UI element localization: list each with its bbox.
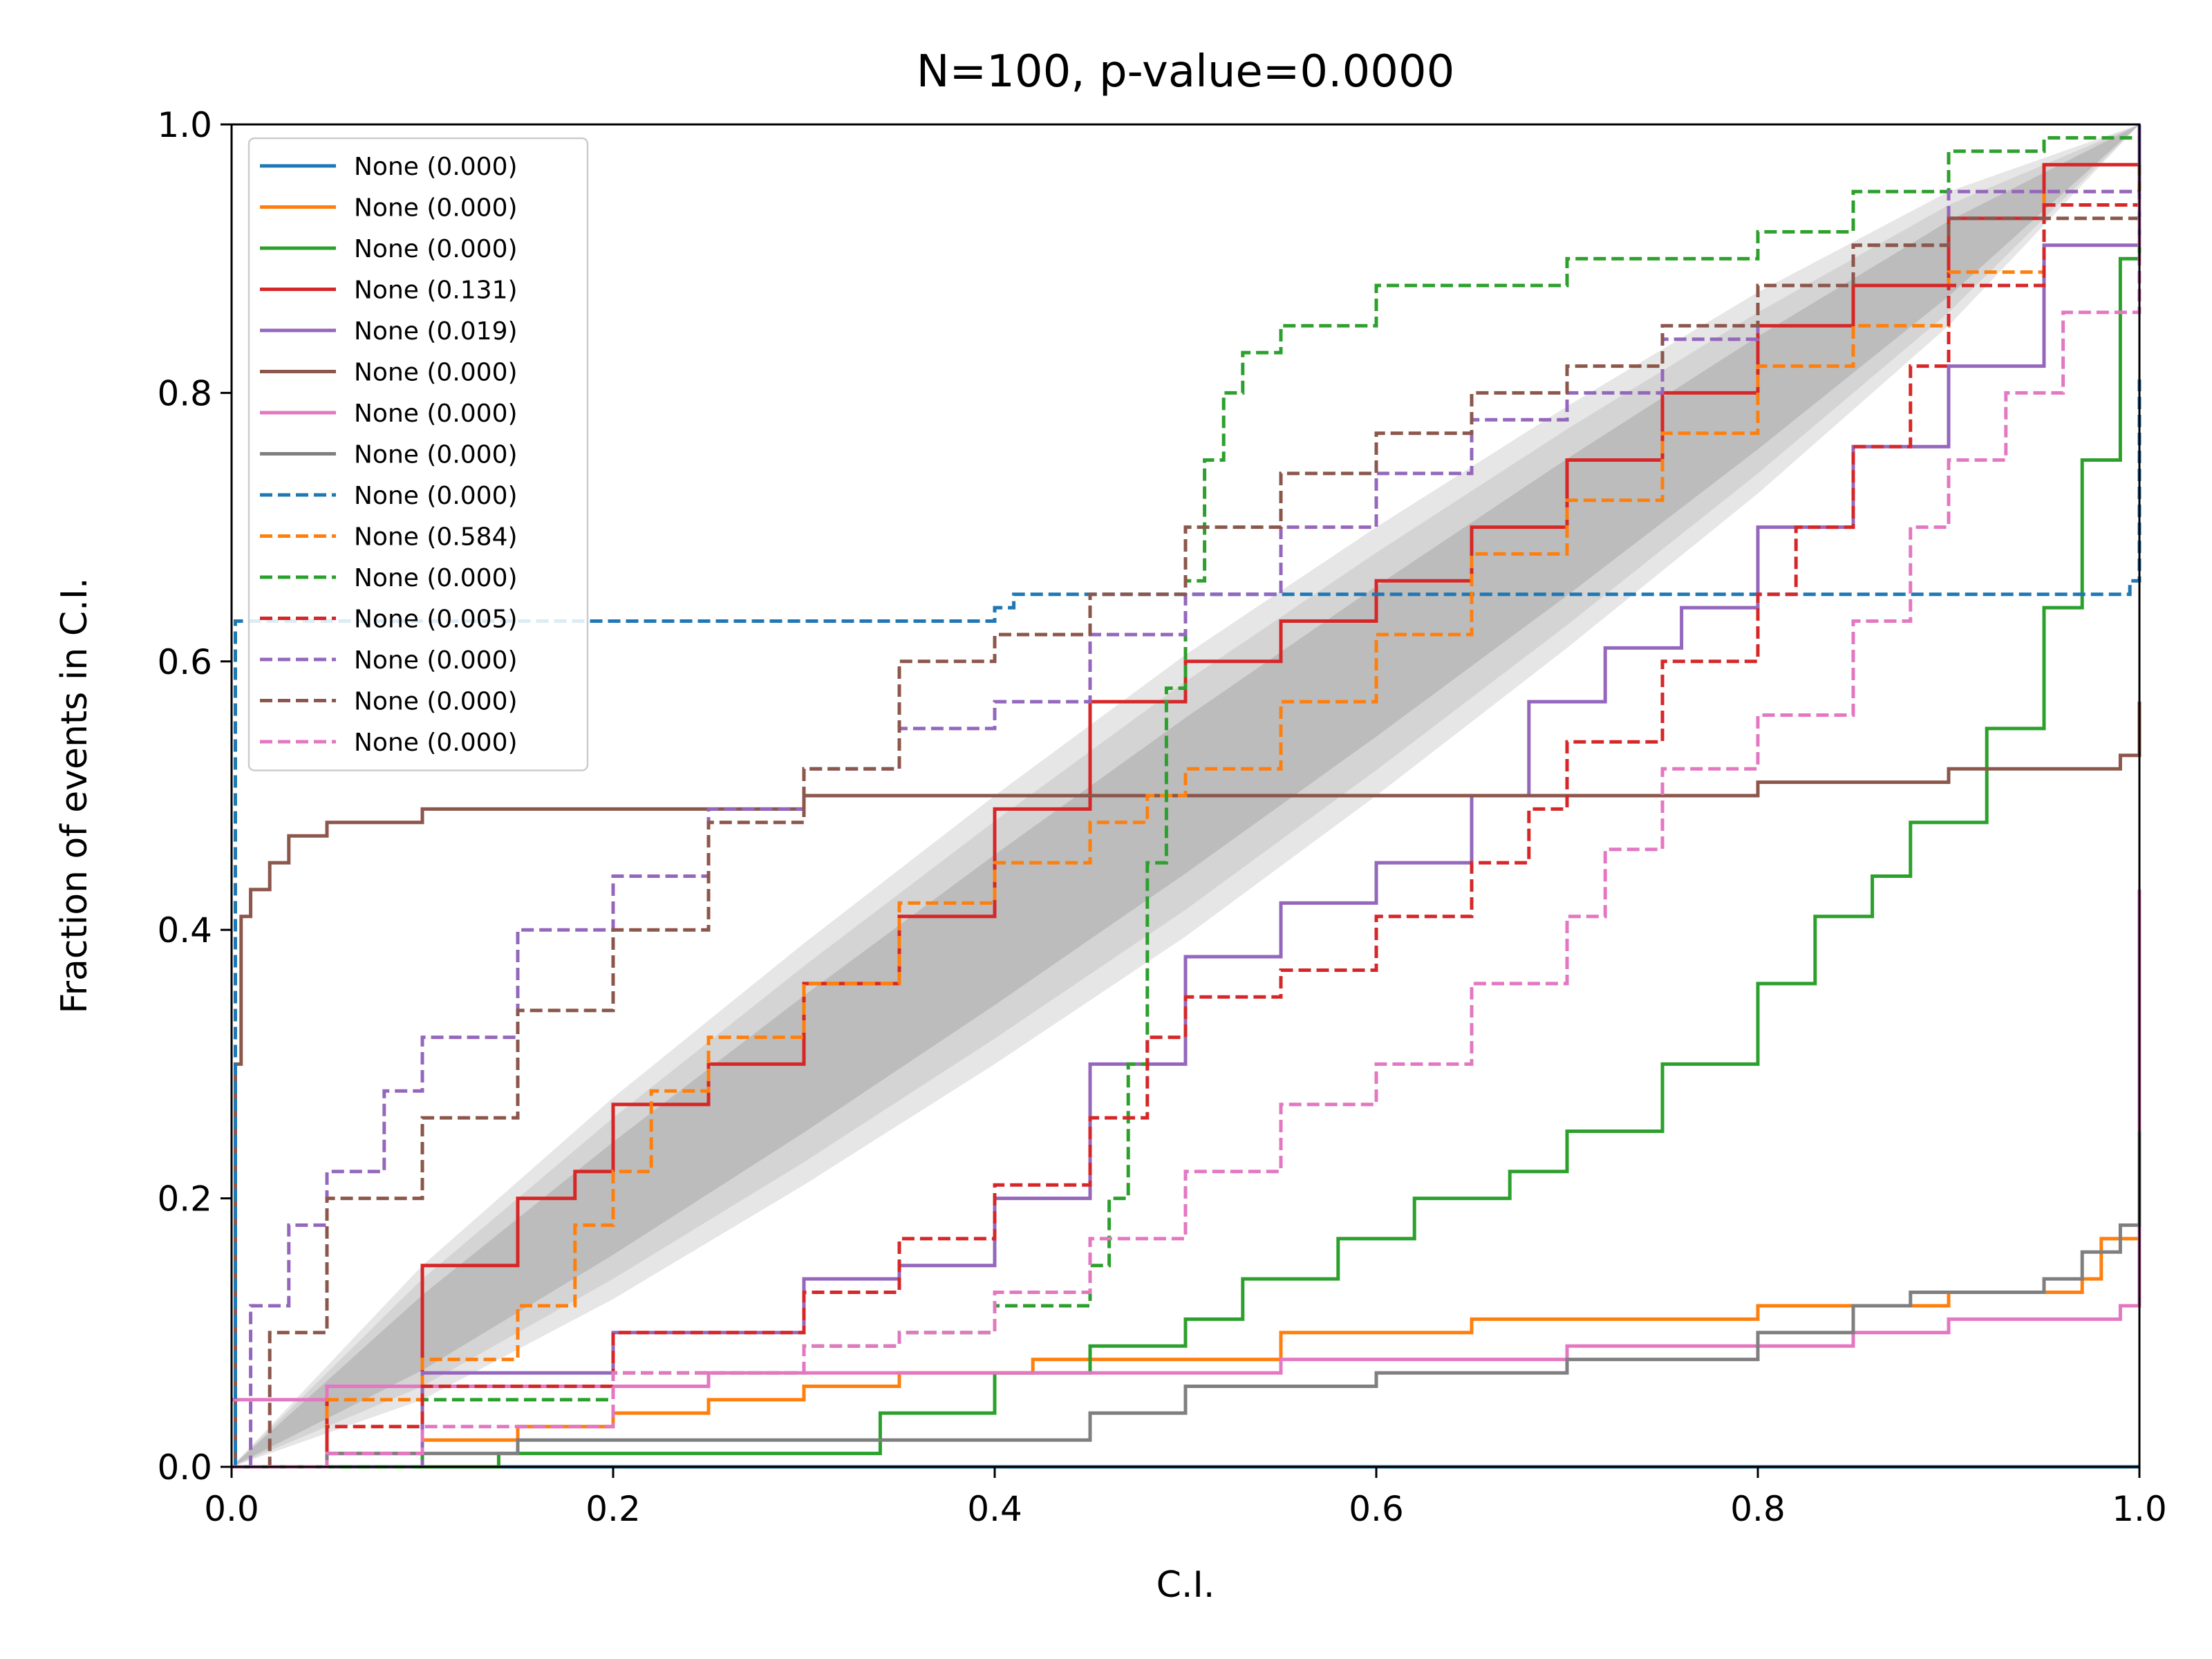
series-line-12 bbox=[232, 124, 2141, 1469]
legend-label: None (0.584) bbox=[354, 523, 518, 552]
series-line-4 bbox=[232, 124, 2141, 1469]
x-tick-label: 0.8 bbox=[1730, 1489, 1785, 1529]
x-tick-label: 1.0 bbox=[2112, 1489, 2167, 1529]
x-tick-label: 0.2 bbox=[585, 1489, 641, 1529]
y-axis-label: Fraction of events in C.I. bbox=[54, 577, 95, 1013]
legend-label: None (0.000) bbox=[354, 564, 518, 592]
y-axis-ticks: 0.0 0.2 0.4 0.6 0.8 1.0 bbox=[157, 105, 232, 1488]
legend: None (0.000) None (0.000) None (0.000) None… bbox=[247, 137, 589, 771]
legend-box bbox=[247, 137, 589, 771]
plot-frame bbox=[230, 123, 2141, 1468]
legend-label: None (0.131) bbox=[354, 276, 518, 305]
y-tick-label: 0.6 bbox=[157, 642, 212, 682]
series-lines bbox=[232, 124, 2141, 1469]
legend-label: None (0.000) bbox=[354, 729, 518, 757]
legend-label: None (0.000) bbox=[354, 441, 518, 469]
legend-label: None (0.005) bbox=[354, 606, 518, 634]
series-line-7 bbox=[232, 1131, 2141, 1469]
legend-label: None (0.019) bbox=[354, 317, 518, 346]
y-tick-label: 0.8 bbox=[157, 373, 212, 413]
x-tick-label: 0.0 bbox=[204, 1489, 259, 1529]
legend-label: None (0.000) bbox=[354, 688, 518, 716]
series-line-9 bbox=[232, 124, 2141, 1469]
legend-label: None (0.000) bbox=[354, 194, 518, 223]
y-tick-label: 0.2 bbox=[157, 1179, 212, 1219]
legend-label: None (0.000) bbox=[354, 153, 518, 181]
series-line-11 bbox=[232, 124, 2141, 1469]
legend-label: None (0.000) bbox=[354, 482, 518, 510]
x-axis-label: C.I. bbox=[1156, 1564, 1215, 1606]
series-line-14 bbox=[232, 191, 2141, 1469]
x-axis-ticks: 0.0 0.2 0.4 0.6 0.8 1.0 bbox=[204, 1467, 2167, 1529]
y-tick-label: 0.4 bbox=[157, 910, 212, 950]
legend-label: None (0.000) bbox=[354, 400, 518, 428]
legend-label: None (0.000) bbox=[354, 359, 518, 387]
chart-title: N=100, p-value=0.0000 bbox=[917, 46, 1455, 97]
series-line-3 bbox=[232, 124, 2141, 1469]
y-tick-label: 1.0 bbox=[157, 105, 212, 145]
series-line-13 bbox=[232, 165, 2141, 1469]
x-tick-label: 0.4 bbox=[967, 1489, 1022, 1529]
legend-label: None (0.000) bbox=[354, 235, 518, 263]
series-line-5 bbox=[232, 702, 2141, 1469]
legend-label: None (0.000) bbox=[354, 646, 518, 675]
x-tick-label: 0.6 bbox=[1349, 1489, 1404, 1529]
y-tick-label: 0.0 bbox=[157, 1447, 212, 1488]
series-line-2 bbox=[232, 124, 2141, 1469]
